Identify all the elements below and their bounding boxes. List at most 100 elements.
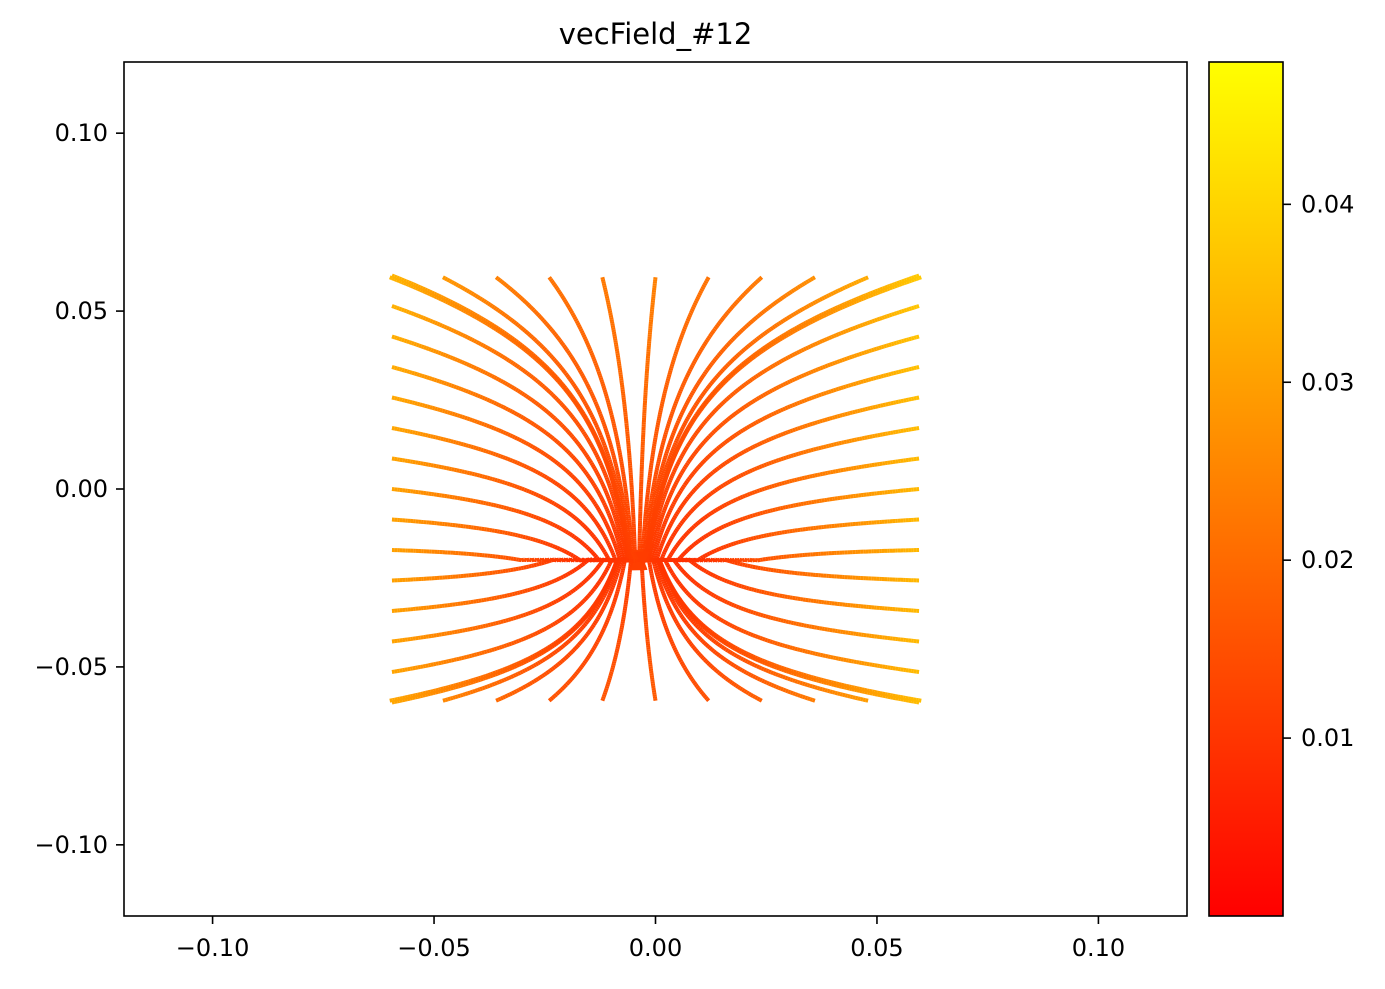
streamline-segment xyxy=(602,576,603,578)
streamline-segment xyxy=(515,593,518,594)
streamline-segment xyxy=(535,610,537,611)
streamline-segment xyxy=(709,593,711,594)
streamline-segment xyxy=(526,637,528,638)
streamline-segment xyxy=(511,618,513,619)
streamline-segment xyxy=(716,597,718,598)
streamline-segment xyxy=(759,591,762,592)
streamline-segment xyxy=(554,601,556,602)
streamline-segment xyxy=(773,618,776,619)
streamline-segment xyxy=(815,654,818,655)
streamline-segment xyxy=(559,619,561,620)
streamline-segment xyxy=(753,612,755,613)
streamline-segment xyxy=(782,645,785,646)
streamline-segment xyxy=(590,592,591,594)
streamline-segment xyxy=(717,617,719,618)
streamline-segment xyxy=(598,565,599,567)
streamline-segment xyxy=(544,628,546,629)
streamline-segment xyxy=(704,570,706,571)
streamline-segment xyxy=(744,587,747,588)
streamline-segment xyxy=(520,592,523,593)
streamline-segment xyxy=(506,620,509,621)
streamline-segment xyxy=(791,623,794,624)
streamline-segment xyxy=(768,617,771,618)
streamline-segment xyxy=(474,654,477,655)
streamline-segment xyxy=(542,585,544,586)
streamline-segment xyxy=(697,603,699,605)
streamline-segment xyxy=(530,589,532,590)
streamline-segment xyxy=(549,604,551,605)
streamline-segment xyxy=(549,626,551,627)
streamline-segment xyxy=(441,662,444,663)
streamline-segment xyxy=(457,659,460,660)
streamline-segment xyxy=(727,560,729,561)
streamline-segment xyxy=(727,581,729,582)
streamline-segment xyxy=(734,627,736,628)
streamline-segment xyxy=(772,594,775,595)
streamline-segment xyxy=(526,614,528,615)
streamline-segment xyxy=(581,584,583,586)
streamline-segment xyxy=(730,625,732,626)
streamline-segment xyxy=(557,560,559,561)
streamline-segment xyxy=(507,644,509,645)
streamline-segment xyxy=(519,640,521,641)
streamline-segment xyxy=(527,560,530,561)
streamline-segment xyxy=(534,565,537,566)
streamline-segment xyxy=(579,604,581,606)
streamline-segment xyxy=(499,597,502,598)
streamline-segment xyxy=(776,619,779,620)
streamline-segment xyxy=(771,618,774,619)
streamline-segment xyxy=(577,606,579,608)
streamline-segment xyxy=(745,565,748,566)
streamline-segment xyxy=(507,595,510,596)
streamline-segment xyxy=(465,630,468,631)
streamline-segment xyxy=(742,565,745,566)
streamline-segment xyxy=(462,630,465,631)
streamline-segment xyxy=(838,659,841,660)
streamline-segment xyxy=(744,609,746,610)
streamline-segment xyxy=(675,577,676,579)
streamline-segment xyxy=(673,575,674,577)
streamline-segment xyxy=(720,560,722,561)
streamline-segment xyxy=(449,661,452,662)
streamline-segment xyxy=(597,567,598,569)
streamline-segment xyxy=(677,565,678,567)
streamline-segment xyxy=(719,619,721,620)
streamline-segment xyxy=(696,565,698,566)
streamline-segment xyxy=(531,565,534,566)
streamline-segment xyxy=(477,654,480,655)
streamline-segment xyxy=(591,574,593,576)
streamline-segment xyxy=(748,566,751,567)
streamline-segment xyxy=(805,651,808,652)
streamline-segment xyxy=(582,582,584,584)
streamline-segment xyxy=(446,661,449,662)
streamline-segment xyxy=(539,560,542,561)
streamline-segment xyxy=(521,639,523,640)
streamline-segment xyxy=(559,560,561,561)
streamline-segment xyxy=(685,573,687,575)
streamline-segment xyxy=(818,654,821,655)
streamline-segment xyxy=(810,652,813,653)
streamline-segment xyxy=(714,595,716,596)
streamline-segment xyxy=(542,607,544,608)
streamline-segment xyxy=(681,586,682,588)
streamline-segment xyxy=(517,592,520,593)
streamline-segment xyxy=(713,575,715,576)
streamline-segment xyxy=(552,581,554,582)
streamline-segment xyxy=(421,666,424,667)
streamline-segment xyxy=(535,587,537,588)
streamline-segment xyxy=(601,578,602,580)
streamline-segment xyxy=(764,592,767,593)
streamline-segment xyxy=(470,629,473,630)
streamline-segment xyxy=(567,594,569,595)
streamline-segment xyxy=(594,570,596,572)
streamline-segment xyxy=(706,572,708,573)
streamline-segment xyxy=(813,653,816,654)
streamline-segment xyxy=(737,628,739,629)
streamline-segment xyxy=(552,560,554,561)
streamline-segment xyxy=(694,581,696,583)
streamline-segment xyxy=(551,625,553,626)
streamline-segment xyxy=(567,614,569,615)
streamline-segment xyxy=(804,625,807,626)
streamline-segment xyxy=(579,585,581,587)
streamline-segment xyxy=(499,647,501,648)
